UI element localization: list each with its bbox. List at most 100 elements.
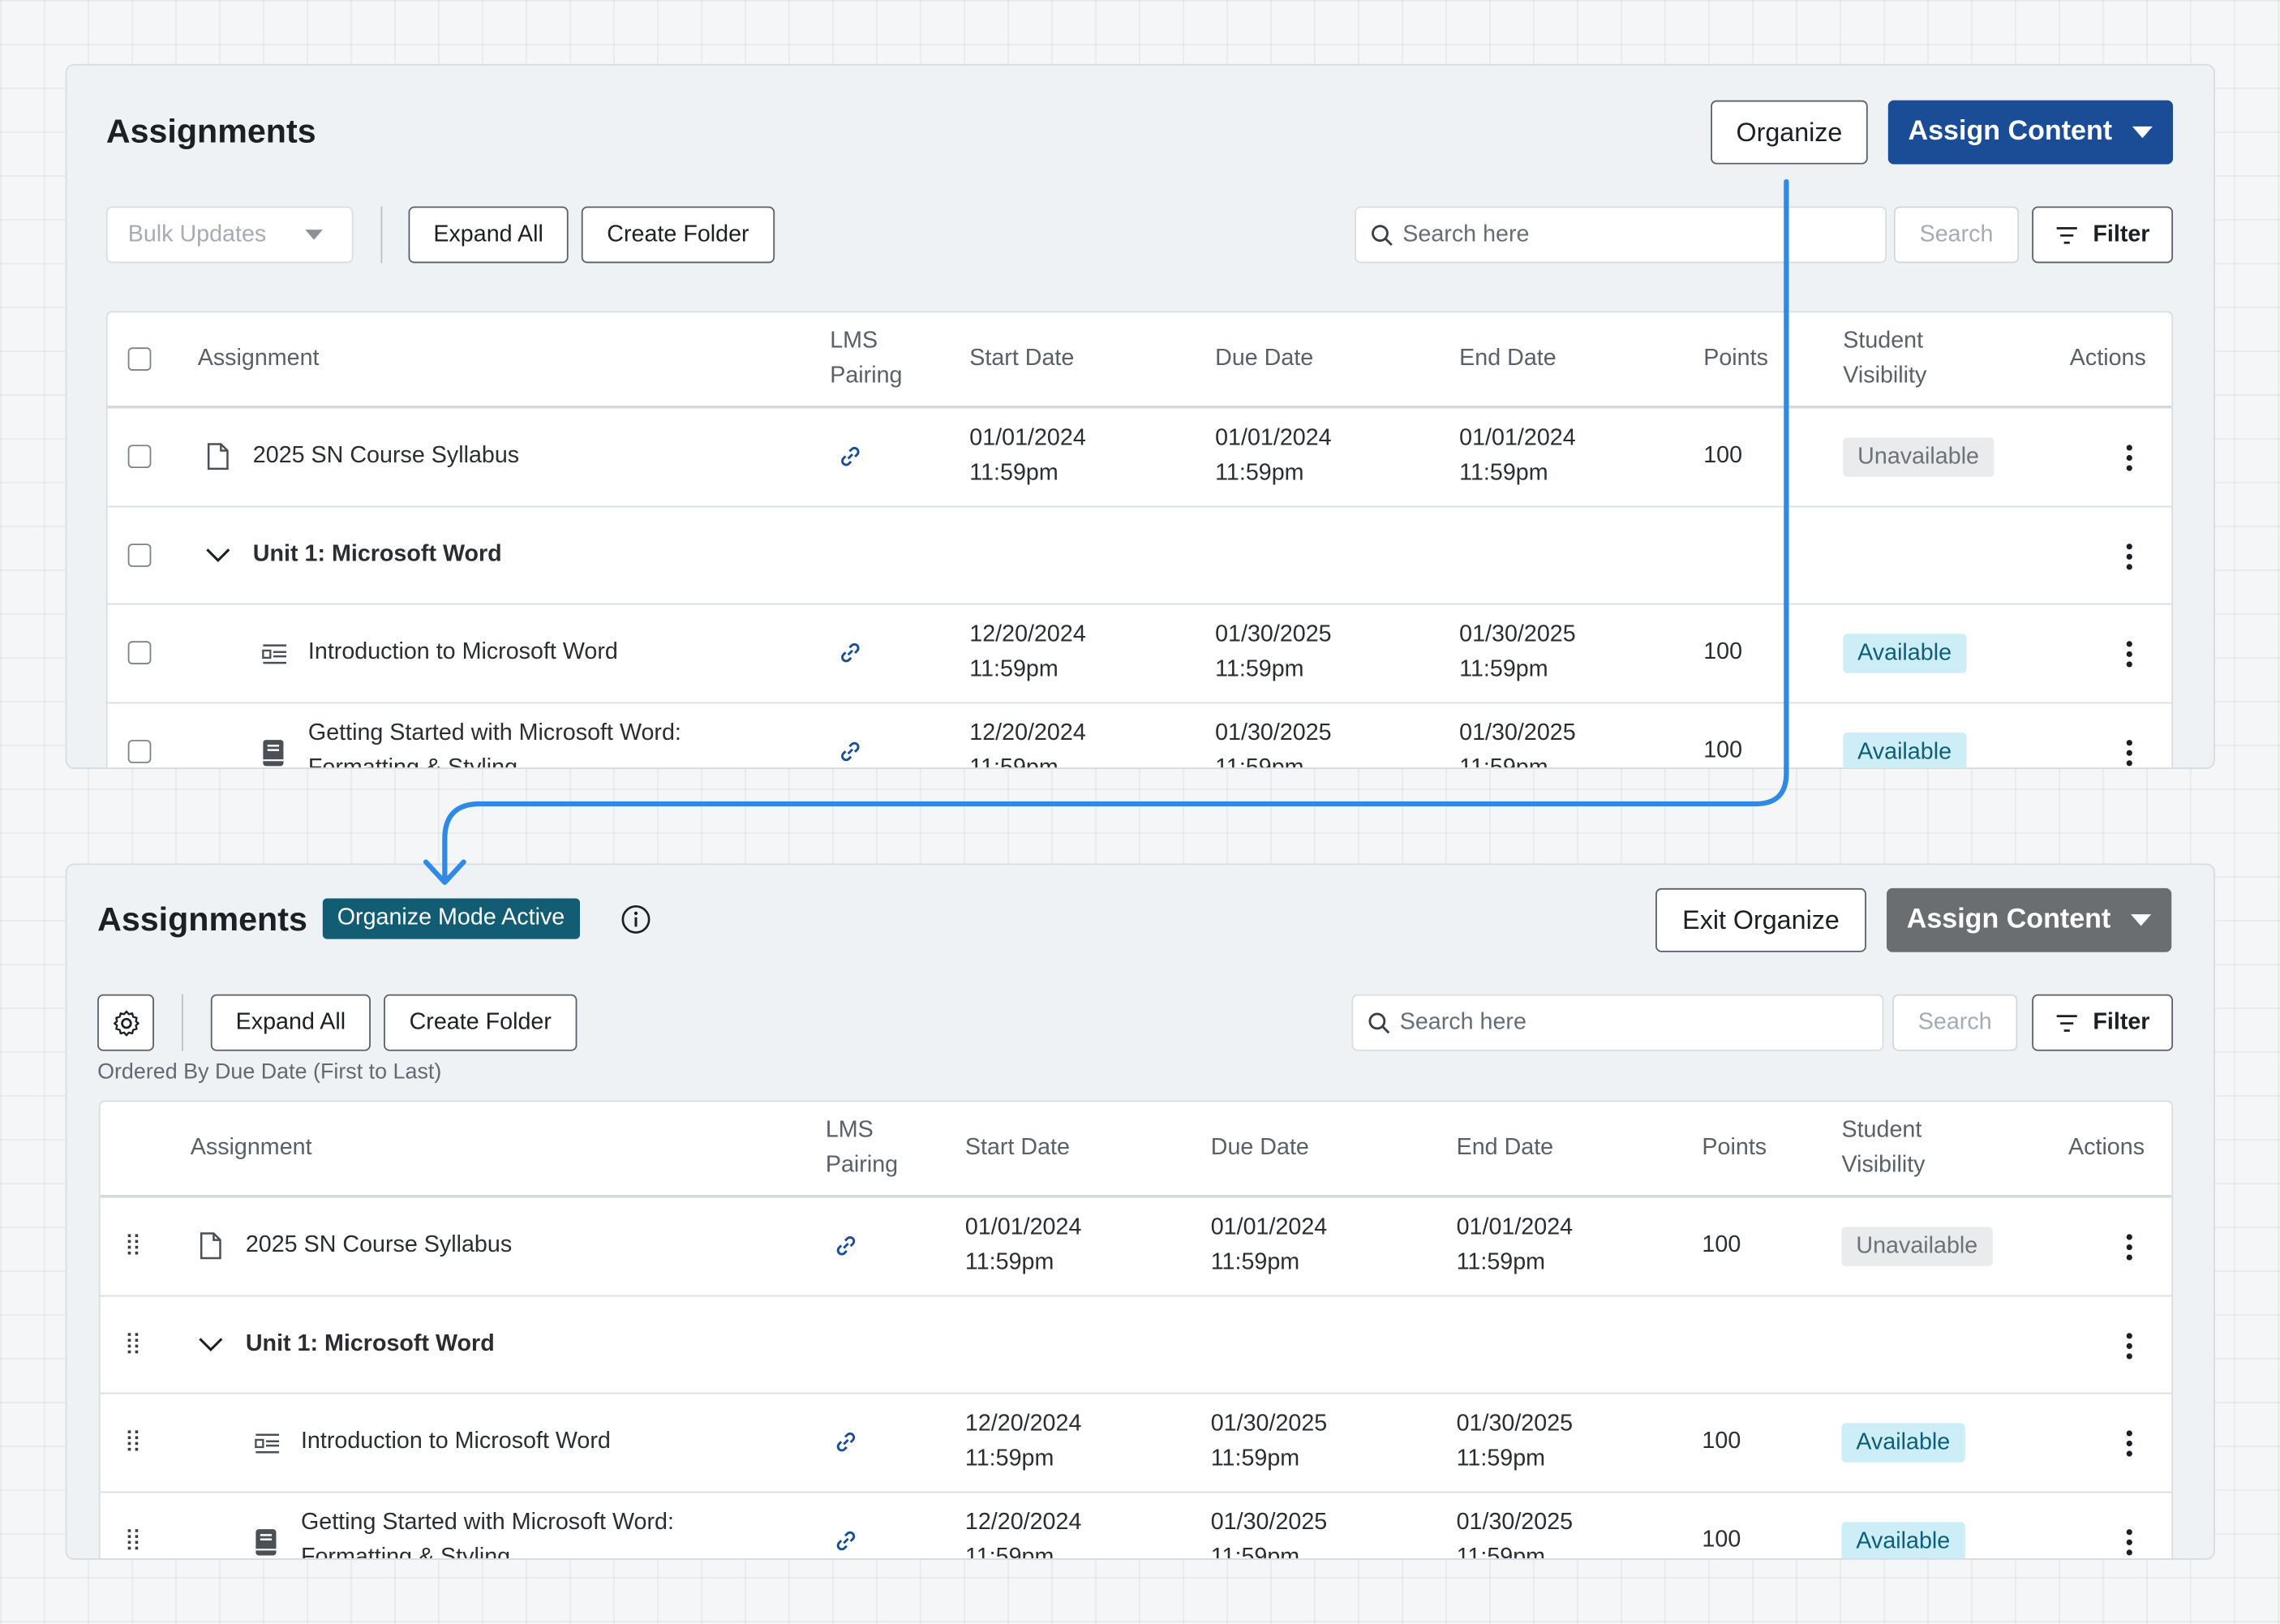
bulk-updates-label: Bulk Updates bbox=[127, 221, 267, 247]
assignment-title[interactable]: 2025 SN Course Syllabus bbox=[245, 1232, 513, 1258]
end-time: 11:59pm bbox=[1459, 656, 1548, 682]
status-badge: Unavailable bbox=[1843, 437, 1994, 477]
expand-all-button[interactable]: Expand All bbox=[408, 206, 569, 264]
search-placeholder: Search here bbox=[1402, 221, 1530, 247]
more-actions-icon[interactable] bbox=[2126, 740, 2132, 767]
points: 100 bbox=[1702, 1232, 1741, 1258]
due-time: 11:59pm bbox=[1210, 1545, 1300, 1560]
book-icon bbox=[263, 740, 284, 767]
table-row[interactable]: Introduction to Microsoft Word 12/20/202… bbox=[100, 1394, 2172, 1493]
status-badge: Available bbox=[1843, 634, 1966, 673]
link-icon[interactable] bbox=[839, 740, 862, 763]
row-checkbox[interactable] bbox=[127, 740, 152, 763]
link-icon[interactable] bbox=[839, 641, 862, 664]
chevron-down-icon[interactable] bbox=[205, 547, 231, 565]
assignments-panel-organize-mode: Assignments Organize Mode Active Exit Or… bbox=[65, 863, 2216, 1560]
caret-down-icon bbox=[2132, 126, 2153, 139]
assign-content-button-disabled[interactable]: Assign Content bbox=[1887, 887, 2172, 952]
organize-button[interactable]: Organize bbox=[1711, 100, 1868, 165]
table-header: Assignment LMS Pairing Start Date Due Da… bbox=[100, 1102, 2172, 1198]
assignment-title-line2[interactable]: Formatting & Styling bbox=[300, 1545, 511, 1560]
column-header-lms-line2: Pairing bbox=[830, 363, 903, 389]
expand-all-button[interactable]: Expand All bbox=[210, 994, 371, 1051]
create-folder-button[interactable]: Create Folder bbox=[581, 206, 775, 264]
table-row[interactable]: Getting Started with Microsoft Word: For… bbox=[108, 703, 2172, 769]
due-time: 11:59pm bbox=[1210, 1250, 1300, 1275]
link-icon[interactable] bbox=[835, 1234, 858, 1257]
drag-handle-icon[interactable] bbox=[127, 1529, 139, 1550]
select-all-checkbox[interactable] bbox=[127, 347, 152, 371]
drag-handle-icon[interactable] bbox=[127, 1234, 139, 1255]
assignment-title-line1[interactable]: Getting Started with Microsoft Word: bbox=[307, 720, 681, 746]
bulk-updates-dropdown[interactable]: Bulk Updates bbox=[105, 206, 354, 264]
chevron-down-icon[interactable] bbox=[198, 1336, 224, 1354]
points: 100 bbox=[1703, 639, 1743, 664]
status-badge: Available bbox=[1843, 733, 1966, 768]
assign-content-label: Assign Content bbox=[1908, 116, 2113, 147]
row-checkbox[interactable] bbox=[127, 445, 152, 469]
more-actions-icon[interactable] bbox=[2126, 1529, 2132, 1558]
table-row[interactable]: 2025 SN Course Syllabus 01/01/2024 11:59… bbox=[107, 409, 2172, 508]
drag-handle-icon[interactable] bbox=[127, 1333, 139, 1354]
more-actions-icon[interactable] bbox=[2126, 1430, 2132, 1461]
search-input[interactable]: Search here bbox=[1355, 206, 1887, 264]
more-actions-icon[interactable] bbox=[2126, 543, 2132, 574]
caret-down-icon bbox=[305, 230, 323, 240]
search-button[interactable]: Search bbox=[1892, 994, 2018, 1051]
more-actions-icon[interactable] bbox=[2126, 1333, 2132, 1364]
start-time: 11:59pm bbox=[969, 461, 1058, 486]
column-header-points: Points bbox=[1703, 346, 1768, 371]
row-checkbox[interactable] bbox=[127, 543, 152, 567]
table-row[interactable]: Getting Started with Microsoft Word: For… bbox=[101, 1493, 2172, 1559]
due-date: 01/30/2025 bbox=[1215, 621, 1332, 647]
assignments-table: Assignment LMS Pairing Start Date Due Da… bbox=[98, 1100, 2174, 1559]
assignment-title-line2[interactable]: Formatting & Styling bbox=[307, 755, 518, 769]
assignments-panel-default: Assignments Organize Assign Content Bulk… bbox=[65, 63, 2216, 769]
exit-organize-button[interactable]: Exit Organize bbox=[1655, 887, 1866, 952]
start-time: 11:59pm bbox=[969, 755, 1058, 769]
link-icon[interactable] bbox=[835, 1529, 858, 1553]
search-button[interactable]: Search bbox=[1893, 206, 2020, 264]
due-time: 11:59pm bbox=[1215, 755, 1304, 769]
table-row[interactable]: Introduction to Microsoft Word 12/20/202… bbox=[107, 604, 2172, 704]
assignment-title-line1[interactable]: Getting Started with Microsoft Word: bbox=[300, 1510, 674, 1536]
end-date: 01/01/2024 bbox=[1459, 426, 1576, 451]
end-date: 01/01/2024 bbox=[1456, 1215, 1574, 1240]
filter-icon bbox=[2056, 1014, 2077, 1031]
more-actions-icon[interactable] bbox=[2126, 445, 2132, 475]
column-header-lms-line2: Pairing bbox=[825, 1153, 899, 1178]
info-icon[interactable] bbox=[620, 904, 651, 935]
sort-order-text: Ordered By Due Date (First to Last) bbox=[97, 1059, 442, 1085]
folder-title[interactable]: Unit 1: Microsoft Word bbox=[245, 1331, 495, 1356]
start-time: 11:59pm bbox=[964, 1446, 1054, 1471]
search-input[interactable]: Search here bbox=[1351, 994, 1884, 1051]
assignment-title[interactable]: Introduction to Microsoft Word bbox=[300, 1429, 611, 1454]
organize-mode-badge: Organize Mode Active bbox=[322, 898, 580, 939]
create-folder-button[interactable]: Create Folder bbox=[384, 994, 578, 1051]
page-title: Assignments bbox=[105, 111, 316, 150]
gear-icon bbox=[113, 1009, 139, 1036]
link-icon[interactable] bbox=[835, 1430, 858, 1454]
column-header-lms-line1: LMS bbox=[830, 328, 878, 354]
filter-button[interactable]: Filter bbox=[2032, 206, 2174, 264]
settings-button[interactable] bbox=[97, 994, 154, 1051]
document-icon bbox=[207, 443, 229, 470]
more-actions-icon[interactable] bbox=[2126, 1234, 2132, 1265]
due-time: 11:59pm bbox=[1215, 461, 1304, 486]
lesson-icon bbox=[262, 644, 287, 664]
column-header-visibility-line2: Visibility bbox=[1843, 363, 1927, 389]
link-icon[interactable] bbox=[839, 445, 862, 468]
drag-handle-icon[interactable] bbox=[127, 1430, 139, 1451]
folder-title[interactable]: Unit 1: Microsoft Word bbox=[252, 542, 502, 567]
column-header-assignment: Assignment bbox=[190, 1135, 312, 1161]
folder-row[interactable]: Unit 1: Microsoft Word bbox=[100, 1296, 2172, 1394]
folder-row[interactable]: Unit 1: Microsoft Word bbox=[107, 507, 2172, 605]
assignment-title[interactable]: Introduction to Microsoft Word bbox=[307, 639, 618, 664]
assign-content-button[interactable]: Assign Content bbox=[1887, 100, 2174, 165]
table-row[interactable]: 2025 SN Course Syllabus 01/01/2024 11:59… bbox=[100, 1198, 2172, 1297]
row-checkbox[interactable] bbox=[127, 641, 152, 664]
more-actions-icon[interactable] bbox=[2126, 641, 2132, 672]
filter-button[interactable]: Filter bbox=[2032, 994, 2174, 1051]
assignment-title[interactable]: 2025 SN Course Syllabus bbox=[252, 443, 520, 469]
